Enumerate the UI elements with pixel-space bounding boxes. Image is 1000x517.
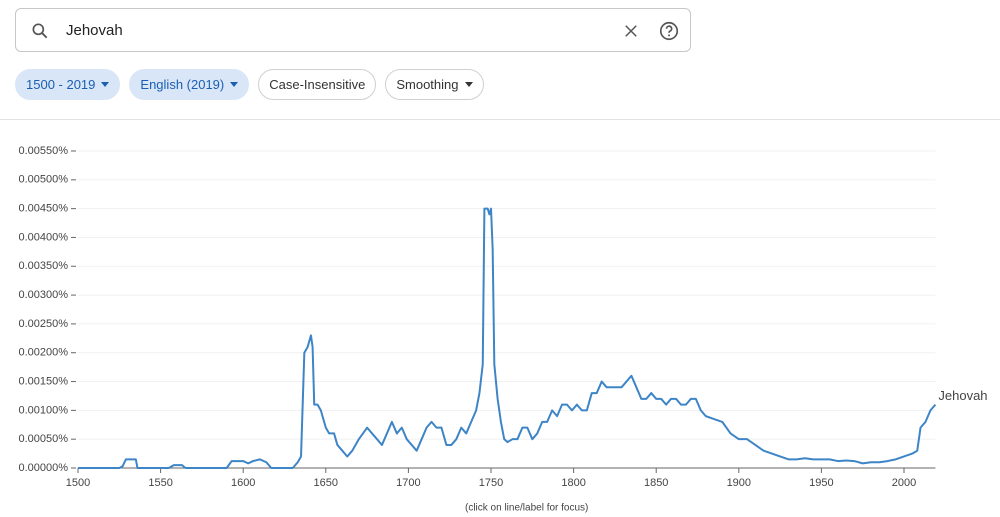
- filter-chip[interactable]: Case-Insensitive: [258, 69, 377, 100]
- clear-button[interactable]: [622, 22, 640, 40]
- y-tick-label: 0.00100%: [18, 404, 68, 416]
- y-tick-label: 0.00400%: [18, 231, 68, 243]
- filter-chip[interactable]: English (2019): [129, 69, 250, 100]
- series-line[interactable]: [78, 207, 937, 469]
- search-icon[interactable]: [30, 21, 50, 41]
- y-tick-label: 0.00250%: [18, 318, 68, 330]
- y-tick-label: 0.00500%: [18, 174, 68, 186]
- search-box[interactable]: Jehovah: [15, 8, 691, 52]
- x-tick-label: 1500: [66, 477, 90, 489]
- y-tick-label: 0.00350%: [18, 260, 68, 272]
- x-tick-label: 1700: [396, 477, 420, 489]
- y-tick-label: 0.00200%: [18, 347, 68, 359]
- y-tick-label: 0.00050%: [18, 433, 68, 445]
- chip-label[interactable]: Smoothing: [396, 77, 459, 92]
- y-tick-label: 0.00450%: [18, 203, 68, 215]
- filter-chip[interactable]: Smoothing: [385, 69, 484, 100]
- filter-chip[interactable]: 1500 - 2019: [15, 69, 121, 100]
- x-tick-label: 1600: [231, 477, 255, 489]
- filter-bar: 1500 - 2019 English (2019) Case-Insensitiv…: [15, 69, 484, 100]
- x-tick-label: 1850: [644, 477, 668, 489]
- search-query[interactable]: Jehovah: [66, 22, 123, 39]
- y-tick-label: 0.00150%: [18, 375, 68, 387]
- dropdown-caret[interactable]: [101, 82, 110, 87]
- x-tick-label: 2000: [892, 477, 916, 489]
- dropdown-caret[interactable]: [464, 82, 473, 87]
- y-tick-label: 0.00300%: [18, 289, 68, 301]
- y-tick-label: 0.00550%: [18, 145, 68, 157]
- x-tick-label: 1900: [727, 477, 751, 489]
- chip-label[interactable]: Case-Insensitive: [269, 77, 366, 92]
- x-tick-label: 1650: [314, 477, 338, 489]
- chip-label[interactable]: 1500 - 2019: [26, 77, 96, 92]
- x-tick-label: 1950: [809, 477, 833, 489]
- series-label[interactable]: Jehovah: [938, 388, 987, 403]
- y-tick-label: 0.00000%: [18, 462, 68, 474]
- chart: 0.00000% 0.00050% 0.00100% 0.00150% 0.00200%…: [18, 145, 987, 514]
- x-tick-label: 1800: [561, 477, 585, 489]
- chart-note: (click on line/label for focus): [465, 503, 588, 514]
- x-tick-label: 1750: [479, 477, 503, 489]
- help-button[interactable]: [658, 20, 680, 42]
- chip-label[interactable]: English (2019): [140, 77, 225, 92]
- divider: [0, 119, 1000, 120]
- x-tick-label: 1550: [148, 477, 172, 489]
- dropdown-caret[interactable]: [230, 82, 239, 87]
